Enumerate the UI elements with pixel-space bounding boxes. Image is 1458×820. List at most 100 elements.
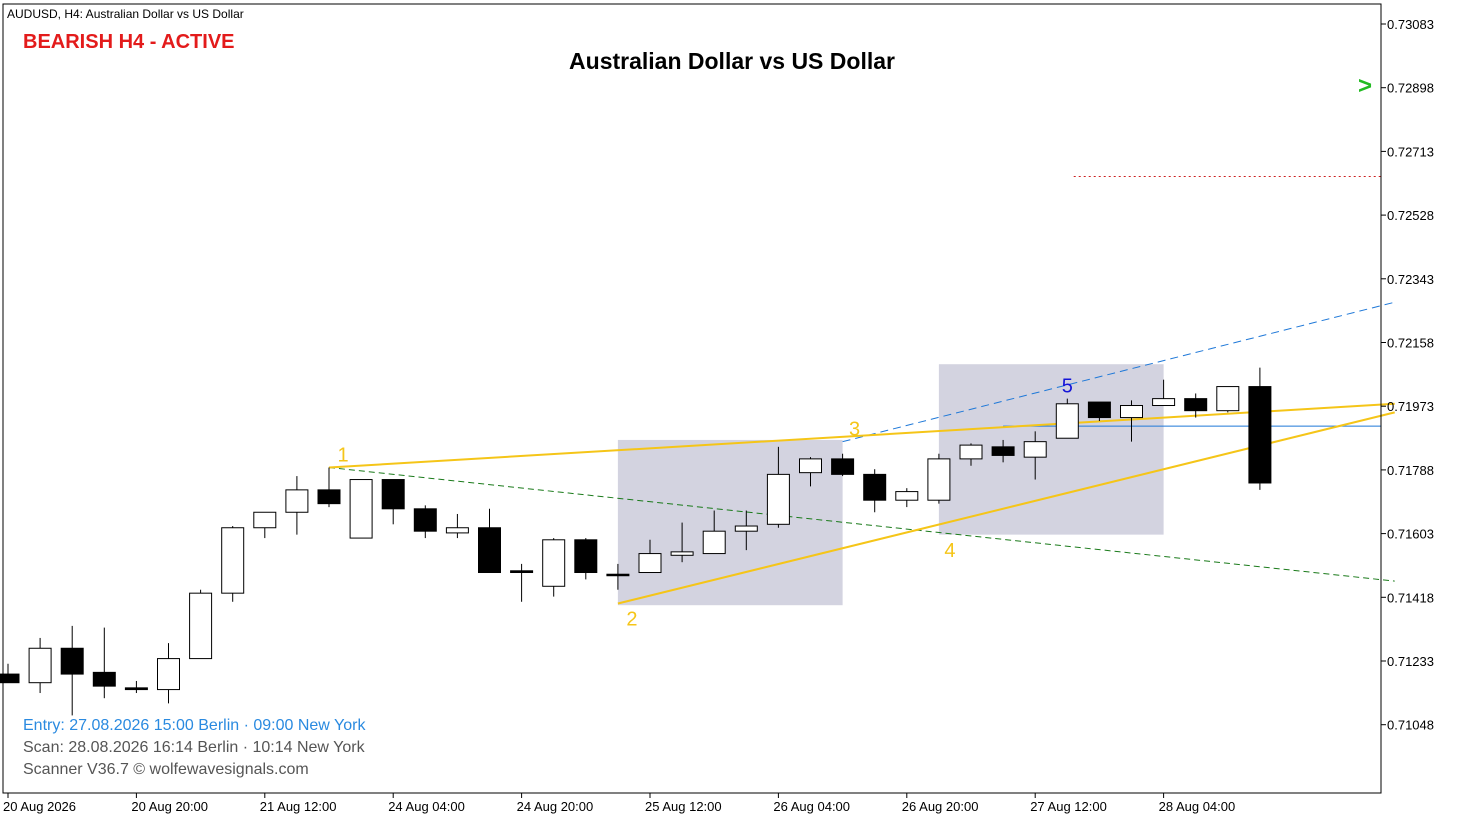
candle-body bbox=[60, 647, 84, 675]
y-tick-label: 0.72713 bbox=[1387, 144, 1434, 159]
x-tick: 20 Aug 20:00 bbox=[131, 793, 208, 814]
y-tick-label: 0.72158 bbox=[1387, 336, 1434, 351]
candle-body bbox=[702, 530, 726, 555]
chart-title: Australian Dollar vs US Dollar bbox=[569, 48, 895, 74]
candle-body bbox=[221, 527, 245, 594]
candle-body bbox=[510, 570, 534, 574]
x-tick-label: 20 Aug 20:00 bbox=[131, 799, 208, 814]
candle-body bbox=[574, 539, 598, 574]
candle bbox=[831, 453, 855, 477]
x-tick: 20 Aug 2026 bbox=[3, 793, 76, 814]
candle-body bbox=[542, 539, 566, 587]
candle-body bbox=[445, 527, 469, 534]
candle-body bbox=[831, 458, 855, 475]
candle-body bbox=[1120, 405, 1143, 419]
candle-body bbox=[1087, 401, 1111, 419]
candle-body bbox=[991, 446, 1015, 456]
y-tick-label: 0.71788 bbox=[1387, 463, 1434, 478]
candle-body bbox=[189, 592, 213, 660]
line-1-3 bbox=[328, 402, 1395, 469]
x-tick: 21 Aug 12:00 bbox=[260, 793, 337, 814]
candle-body bbox=[285, 489, 309, 513]
candle-body bbox=[349, 479, 373, 539]
x-tick-label: 25 Aug 12:00 bbox=[645, 799, 722, 814]
candle bbox=[1087, 401, 1111, 422]
candle-body bbox=[413, 508, 437, 532]
y-tick-label: 0.71973 bbox=[1387, 399, 1434, 414]
candle-body bbox=[799, 458, 822, 474]
candle bbox=[157, 643, 180, 704]
candle bbox=[60, 625, 84, 716]
x-tick: 26 Aug 04:00 bbox=[773, 793, 850, 814]
candle bbox=[574, 538, 598, 580]
y-tick-label: 0.71603 bbox=[1387, 527, 1434, 542]
x-tick-label: 26 Aug 20:00 bbox=[902, 799, 979, 814]
candle bbox=[349, 479, 373, 539]
candle bbox=[1120, 400, 1143, 442]
y-tick: 0.73083 bbox=[1381, 17, 1434, 32]
candle-body bbox=[381, 479, 405, 510]
y-tick-label: 0.72343 bbox=[1387, 272, 1434, 287]
y-tick: 0.71973 bbox=[1381, 399, 1434, 414]
wave-point-1: 1 bbox=[337, 444, 348, 466]
candle bbox=[799, 457, 822, 487]
candle bbox=[510, 563, 534, 602]
candle bbox=[92, 627, 116, 699]
wave-point-3: 3 bbox=[849, 419, 860, 441]
x-tick-label: 27 Aug 12:00 bbox=[1030, 799, 1107, 814]
status-badge: BEARISH H4 - ACTIVE bbox=[23, 31, 235, 53]
candle bbox=[413, 505, 437, 539]
x-tick: 26 Aug 20:00 bbox=[902, 793, 979, 814]
candle bbox=[991, 439, 1015, 463]
y-tick: 0.71418 bbox=[1381, 590, 1434, 605]
candle bbox=[1184, 393, 1208, 418]
candle-body bbox=[253, 511, 277, 529]
candle bbox=[1216, 386, 1240, 413]
chart-header: AUDUSD, H4: Australian Dollar vs US Doll… bbox=[7, 7, 244, 21]
candle bbox=[253, 511, 277, 539]
y-tick-label: 0.71048 bbox=[1387, 718, 1434, 733]
candles bbox=[0, 367, 1272, 716]
candle-body bbox=[478, 527, 501, 574]
target-line-dashed bbox=[842, 301, 1395, 443]
candle bbox=[445, 513, 469, 539]
candle bbox=[1152, 379, 1176, 407]
y-tick-label: 0.73083 bbox=[1387, 17, 1434, 32]
candle-body bbox=[1248, 386, 1272, 484]
candle bbox=[381, 479, 405, 525]
plot-frame bbox=[2, 3, 1382, 794]
x-tick: 27 Aug 12:00 bbox=[1030, 793, 1107, 814]
x-tick: 25 Aug 12:00 bbox=[645, 793, 722, 814]
x-tick-label: 26 Aug 04:00 bbox=[773, 799, 850, 814]
x-tick-label: 24 Aug 04:00 bbox=[388, 799, 465, 814]
candle bbox=[606, 563, 630, 590]
y-tick-label: 0.72528 bbox=[1387, 208, 1434, 223]
candle-body bbox=[28, 647, 52, 684]
candle-body bbox=[124, 687, 148, 691]
candle bbox=[670, 522, 694, 563]
candle bbox=[1055, 398, 1079, 439]
candle bbox=[766, 446, 790, 528]
candle-body bbox=[927, 458, 951, 501]
y-tick: 0.72528 bbox=[1381, 208, 1434, 223]
candle-body bbox=[670, 551, 694, 556]
candle-body bbox=[0, 673, 20, 684]
candle bbox=[638, 539, 662, 574]
y-tick: 0.71788 bbox=[1381, 463, 1434, 478]
candle-body bbox=[638, 553, 662, 574]
x-tick-label: 21 Aug 12:00 bbox=[260, 799, 337, 814]
candle-body bbox=[863, 473, 887, 501]
y-tick: 0.72713 bbox=[1381, 144, 1434, 159]
scanner-version: Scanner V36.7 © wolfewavesignals.com bbox=[23, 761, 309, 778]
wave-point-2: 2 bbox=[626, 608, 637, 630]
candle bbox=[895, 488, 919, 508]
y-tick: 0.72343 bbox=[1381, 272, 1434, 287]
candle-body bbox=[1055, 403, 1079, 439]
candle bbox=[542, 538, 566, 597]
y-tick: 0.71233 bbox=[1381, 654, 1434, 669]
line-1-4-dashed bbox=[328, 466, 1395, 582]
y-tick-label: 0.72898 bbox=[1387, 81, 1434, 96]
candle-body bbox=[1152, 398, 1176, 407]
